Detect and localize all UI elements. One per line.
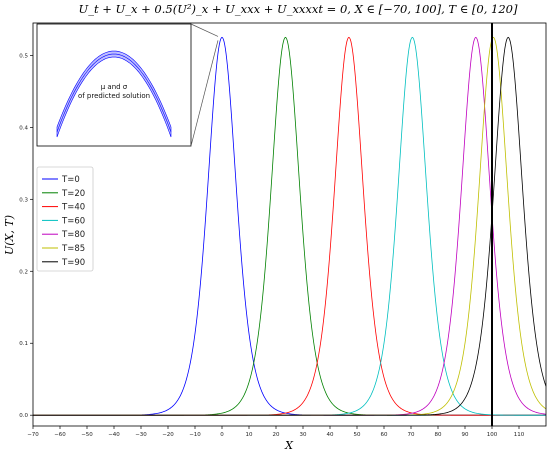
inset-label-line1: μ and σ bbox=[101, 83, 128, 91]
y-tick-label: 0.4 bbox=[19, 125, 28, 131]
x-tick-label: 80 bbox=[435, 432, 442, 438]
series-line-t-90 bbox=[33, 36, 547, 416]
y-tick-label: 0.3 bbox=[19, 197, 28, 203]
x-tick-label: 90 bbox=[462, 432, 469, 438]
legend-label: T=0 bbox=[61, 175, 80, 185]
x-tick-label: −50 bbox=[81, 432, 93, 438]
legend-label: T=80 bbox=[61, 230, 85, 240]
y-tick-label: 0.5 bbox=[19, 53, 28, 59]
legend-label: T=60 bbox=[61, 216, 85, 226]
y-axis-title: U(X, T) bbox=[3, 215, 16, 255]
inset-label-line2: of predicted solution bbox=[78, 92, 150, 100]
axes-layer: −70 −60 −50 −40 −30 −20 −10 0 10 20 30 40 50 60 70 80 90… bbox=[19, 22, 547, 438]
y-tick-label: 0.0 bbox=[19, 413, 28, 419]
x-tick-label: −70 bbox=[27, 432, 39, 438]
chart-title: U_t + U_x + 0.5(U²)_x + U_xxx + U_xxxxt … bbox=[79, 2, 518, 16]
x-tick-label: 0 bbox=[220, 432, 224, 438]
inset-frame bbox=[36, 23, 192, 147]
y-tick-label: 0.1 bbox=[19, 341, 28, 347]
x-tick-label: 40 bbox=[327, 432, 334, 438]
plot-layer bbox=[33, 23, 547, 426]
x-tick-label: 10 bbox=[246, 432, 253, 438]
x-tick-label: −30 bbox=[135, 432, 147, 438]
x-tick-label: −40 bbox=[108, 432, 120, 438]
x-axis-title: X bbox=[284, 439, 294, 452]
inset-connector-bottom bbox=[190, 40, 219, 147]
legend-label: T=20 bbox=[61, 189, 85, 199]
x-tick-label: 70 bbox=[408, 432, 415, 438]
legend-label: T=85 bbox=[61, 244, 85, 254]
x-tick-label: 60 bbox=[381, 432, 388, 438]
inset: μ and σof predicted solution bbox=[36, 23, 219, 147]
legend-label: T=40 bbox=[61, 203, 85, 213]
x-tick-label: −60 bbox=[54, 432, 66, 438]
legend: T=0 T=20 T=40 T=60 T=80 T=85 T=90 bbox=[36, 166, 94, 272]
x-tick-label: 50 bbox=[354, 432, 361, 438]
x-tick-label: 30 bbox=[300, 432, 307, 438]
inset-uncertainty-band bbox=[56, 50, 172, 138]
x-tick-label: 100 bbox=[487, 432, 498, 438]
x-tick-label: 20 bbox=[273, 432, 280, 438]
x-tick-label: 110 bbox=[514, 432, 525, 438]
x-tick-label: −10 bbox=[189, 432, 201, 438]
y-tick-label: 0.2 bbox=[19, 269, 28, 275]
legend-label: T=90 bbox=[61, 258, 85, 268]
x-tick-label: −20 bbox=[162, 432, 174, 438]
inset-mean-line bbox=[56, 53, 172, 133]
axes-frame bbox=[32, 22, 547, 427]
inset-connector-top bbox=[190, 23, 219, 37]
